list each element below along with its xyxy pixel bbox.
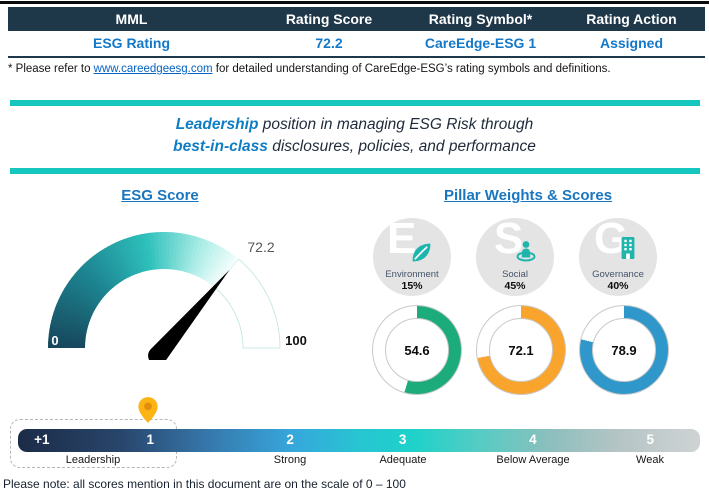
teal-divider-bottom (10, 168, 700, 174)
pillar-weight-social: 45% (504, 280, 526, 292)
donut-hole: 54.6 (385, 318, 449, 382)
scale-label-below-average: Below Average (496, 454, 570, 466)
scale-label-strong: Strong (273, 454, 307, 466)
scale-number-1: 1 (146, 432, 155, 447)
scale-number-5: 5 (646, 432, 654, 447)
environment-score: 54.6 (404, 342, 430, 358)
map-pin-icon (138, 397, 158, 423)
leaf-icon (412, 243, 431, 262)
pillar-circle-social: S Social 45% (476, 215, 554, 296)
table-bottom-rule (8, 56, 705, 58)
statement-line-1: Leadership position in managing ESG Risk… (0, 114, 709, 136)
scale-label-adequate: Adequate (379, 454, 427, 466)
donut-hole: 78.9 (592, 318, 656, 382)
gauge-max-label: 100 (285, 333, 307, 348)
esg-score-gauge (48, 232, 281, 360)
pillar-name-environment: Environment (385, 269, 439, 280)
teal-divider-top (10, 100, 700, 106)
footnote-suffix: for detailed understanding of CareEdge-E… (212, 63, 611, 75)
scale-label-leadership: Leadership (65, 454, 121, 466)
donut-social-score: 72.1 (476, 305, 566, 395)
column-header-rating-score: Rating Score (285, 11, 373, 27)
donut-hole: 72.1 (489, 318, 553, 382)
pillar-circle-governance: G Governance 40% (579, 215, 657, 296)
column-header-mml: MML (115, 11, 148, 27)
scale-number-3: 3 (398, 432, 407, 447)
donut-environment-score: 54.6 (372, 305, 462, 395)
scale-number-2: 2 (286, 432, 294, 447)
rating-scale-bar: +1 1 2 3 4 5 (18, 429, 700, 452)
pillar-name-governance: Governance (592, 269, 644, 280)
scale-number-plus1: +1 (34, 432, 50, 447)
scale-number-4: 4 (529, 432, 537, 447)
donut-governance-score: 78.9 (579, 305, 669, 395)
pillar-name-social: Social (502, 269, 528, 280)
person-icon (516, 241, 536, 262)
esg-statement: Leadership position in managing ESG Risk… (0, 114, 709, 158)
top-border-rule (0, 1, 709, 4)
pillar-weights-heading: Pillar Weights & Scores (443, 187, 613, 204)
governance-score: 78.9 (611, 342, 637, 358)
social-score: 72.1 (508, 342, 534, 358)
column-header-rating-symbol: Rating Symbol* (428, 11, 533, 27)
gauge-min-label: 0 (51, 333, 59, 348)
pillar-weight-environment: 15% (401, 280, 423, 292)
rating-table-row: ESG Rating 72.2 CareEdge-ESG 1 Assigned (8, 31, 705, 56)
rating-footnote: * Please refer to www.careedgeesg.com fo… (8, 63, 611, 75)
cell-rating-score: 72.2 (315, 35, 343, 51)
bottom-note: Please note: all scores mention in this … (3, 477, 406, 491)
scale-label-weak: Weak (636, 454, 664, 466)
pillar-circle-environment: E Environment 15% (373, 214, 451, 296)
esg-score-heading: ESG Score (121, 187, 199, 204)
pillar-letter-e: E (387, 214, 417, 263)
statement-highlight-best-in-class: best-in-class (173, 138, 268, 155)
statement-line-2: best-in-class disclosures, policies, and… (0, 136, 709, 158)
footnote-prefix: * Please refer to (8, 63, 94, 75)
cell-rating-symbol: CareEdge-ESG 1 (424, 35, 537, 51)
statement-line1-rest: position in managing ESG Risk through (258, 116, 534, 133)
cell-entity: ESG Rating (92, 35, 170, 51)
statement-line2-rest: disclosures, policies, and performance (267, 138, 536, 155)
pillar-weight-governance: 40% (607, 280, 629, 292)
rating-table-header: MML Rating Score Rating Symbol* Rating A… (8, 7, 705, 31)
cell-rating-action: Assigned (599, 35, 663, 51)
building-icon (621, 237, 635, 259)
column-header-rating-action: Rating Action (586, 11, 677, 27)
statement-highlight-leadership: Leadership (175, 116, 259, 133)
gauge-value-label: 72.2 (247, 239, 275, 255)
careedgeesg-link[interactable]: www.careedgeesg.com (93, 63, 213, 75)
